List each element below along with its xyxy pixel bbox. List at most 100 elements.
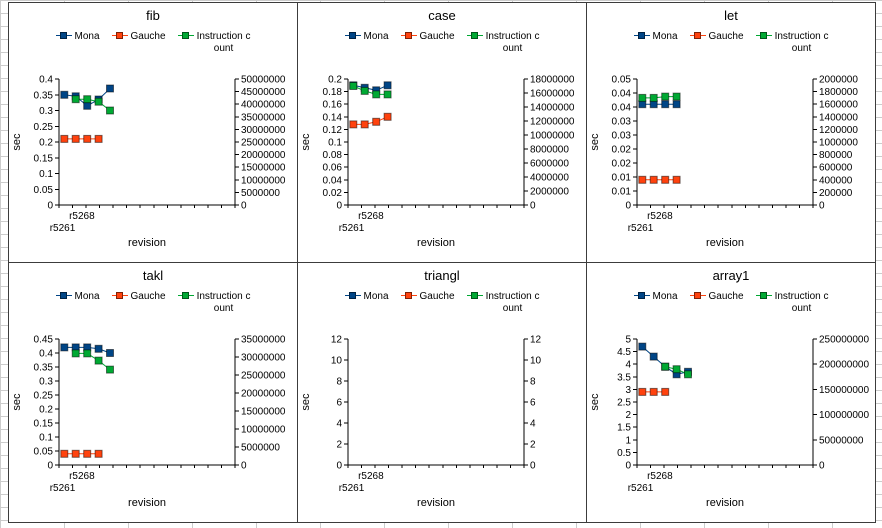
- left-tick-label: 0.01: [612, 173, 632, 184]
- chart-legend: Mona Gauche Instruction c ount: [587, 31, 875, 54]
- left-tick-label: 1: [625, 435, 631, 446]
- chart-panel-case: case Mona Gauche Instruction c ount 0.2 0.18…: [297, 2, 587, 263]
- right-tick-label: 14000000: [530, 103, 575, 114]
- x-axis-title: revision: [128, 497, 166, 509]
- left-tick-label: 0.06: [323, 163, 343, 174]
- left-tick-label: 0.25: [34, 122, 54, 133]
- y-axis-title: sec: [11, 393, 23, 411]
- series-gauche: [60, 449, 103, 458]
- left-tick-label: 0.05: [34, 185, 54, 196]
- right-tick-label: 2: [530, 440, 536, 451]
- left-tick-label: 0.1: [39, 169, 53, 180]
- legend-item-gauche: Gauche: [400, 31, 455, 43]
- legend-item-instruction-count: Instruction c ount: [755, 31, 829, 54]
- legend-label: Instruction c ount: [485, 31, 540, 54]
- x-axis-title: revision: [417, 237, 455, 249]
- legend-item-gauche: Gauche: [111, 291, 166, 303]
- chart-title: triangl: [424, 268, 460, 283]
- legend-marker-gauche: [400, 291, 417, 301]
- legend-item-mona: Mona: [344, 291, 389, 303]
- left-tick-label: 4.5: [617, 347, 631, 358]
- x-axis-title: revision: [706, 237, 744, 249]
- legend-marker-mona: [344, 291, 361, 301]
- right-tick-label: 16000000: [530, 89, 575, 100]
- legend-item-mona: Mona: [55, 291, 100, 303]
- left-tick-label: 0.15: [34, 419, 54, 430]
- legend-item-gauche: Gauche: [689, 291, 744, 303]
- left-tick-label: 0.5: [617, 448, 631, 459]
- chart-legend: Mona Gauche Instruction c ount: [298, 31, 586, 54]
- chart-panel-array1: array1 Mona Gauche Instruction c ount 5 4.5 4…: [586, 262, 876, 523]
- right-tick-label: 10: [530, 356, 542, 367]
- left-tick-label: 0.05: [612, 75, 632, 86]
- right-tick-label: 30000000: [241, 125, 286, 136]
- left-tick-label: 0.2: [39, 138, 53, 149]
- right-tick-label: 150000000: [819, 385, 869, 396]
- x-tick-label-upper: r5268: [358, 471, 384, 482]
- legend-label: Gauche: [130, 31, 166, 42]
- legend-marker-instruction-count: [755, 291, 772, 301]
- legend-item-instruction-count: Instruction c ount: [177, 291, 251, 314]
- left-tick-label: 0.4: [39, 349, 53, 360]
- legend-marker-mona: [55, 31, 72, 41]
- legend-item-gauche: Gauche: [400, 291, 455, 303]
- series-gauche: [60, 134, 103, 143]
- right-tick-label: 20000000: [241, 389, 286, 400]
- left-tick-label: 3.5: [617, 372, 631, 383]
- right-tick-label: 10000000: [241, 425, 286, 436]
- x-tick-label-lower: r5261: [628, 223, 654, 234]
- right-tick-label: 4000000: [530, 173, 569, 184]
- right-tick-label: 200000: [819, 188, 853, 199]
- legend-label: Mona: [363, 31, 389, 42]
- right-tick-label: 40000000: [241, 100, 286, 111]
- legend-label: Instruction c ount: [196, 291, 251, 314]
- right-tick-label: 800000: [819, 150, 853, 161]
- right-tick-label: 1000000: [819, 138, 858, 149]
- legend-item-instruction-count: Instruction c ount: [466, 31, 540, 54]
- axes: [55, 338, 239, 468]
- chart-panel-takl: takl Mona Gauche Instruction c ount 0.45 0.4…: [8, 262, 298, 523]
- legend-item-instruction-count: Instruction c ount: [755, 291, 828, 314]
- y-axis-title: sec: [589, 393, 601, 411]
- left-tick-label: 0.14: [323, 112, 343, 123]
- legend-label: Instruction c ount: [774, 31, 829, 54]
- legend-marker-instruction-count: [177, 31, 194, 41]
- series-instruction-count: [349, 82, 392, 99]
- legend-label: Gauche: [708, 31, 744, 42]
- left-tick-label: 0.35: [34, 90, 54, 101]
- legend-label: Gauche: [708, 291, 744, 302]
- left-tick-label: 0.1: [328, 138, 342, 149]
- left-tick-label: 0.35: [34, 363, 54, 374]
- chart-title: let: [724, 8, 738, 23]
- left-tick-label: 5: [625, 335, 631, 346]
- legend-marker-mona: [633, 291, 650, 301]
- right-tick-label: 0: [819, 461, 825, 472]
- left-tick-label: 0.05: [34, 447, 54, 458]
- left-tick-label: 0.25: [34, 391, 54, 402]
- legend-label: Instruction c ount: [196, 31, 251, 54]
- legend-label: Gauche: [419, 31, 455, 42]
- right-tick-label: 30000000: [241, 353, 286, 364]
- axes: [55, 78, 239, 208]
- left-tick-label: 0: [47, 201, 53, 212]
- legend-marker-gauche: [400, 31, 417, 41]
- series-instruction-count: [71, 95, 114, 115]
- chart-title: case: [428, 8, 456, 23]
- right-tick-label: 15000000: [241, 407, 286, 418]
- right-tick-label: 50000000: [819, 435, 864, 446]
- x-tick-label-lower: r5261: [628, 483, 654, 494]
- left-tick-label: 0: [336, 201, 342, 212]
- right-tick-label: 25000000: [241, 371, 286, 382]
- left-tick-label: 0.03: [612, 131, 632, 142]
- right-tick-label: 20000000: [241, 150, 286, 161]
- y-axis-title: sec: [300, 393, 312, 411]
- right-tick-label: 1600000: [819, 100, 858, 111]
- left-tick-label: 2: [625, 410, 631, 421]
- legend-label: Mona: [74, 291, 100, 302]
- x-tick-label-upper: r5268: [647, 471, 673, 482]
- left-tick-label: 0.01: [612, 187, 632, 198]
- left-tick-label: 0: [336, 461, 342, 472]
- chart-panel-fib: fib Mona Gauche Instruction c ount 0.4 0.35 0…: [8, 2, 298, 263]
- left-tick-label: 0.02: [323, 188, 343, 199]
